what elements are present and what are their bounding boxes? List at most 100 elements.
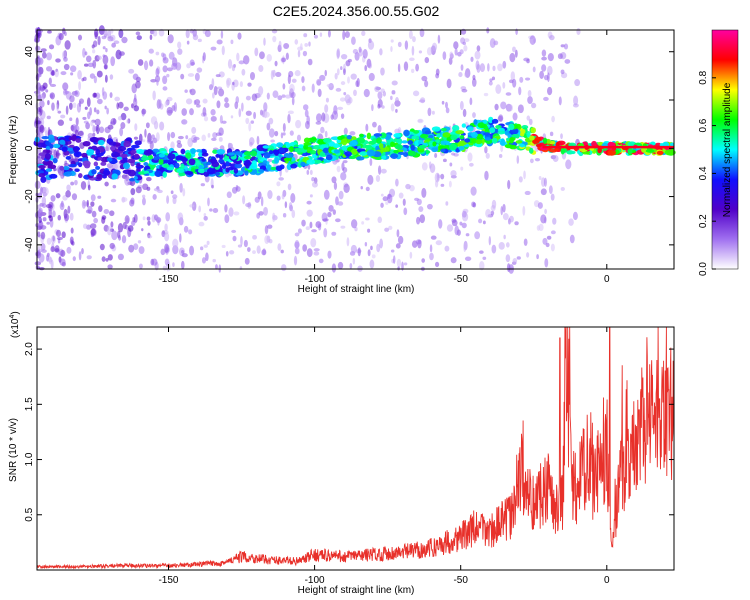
heatmap-cell [46,237,52,245]
heatmap-cell [316,78,322,86]
heatmap-cell [272,35,277,43]
heatmap-cell [669,142,675,147]
heatmap-cell [440,127,447,132]
heatmap-cell [388,225,393,230]
heatmap-cell [327,211,332,218]
heatmap-cell [272,212,276,220]
heatmap-cell [466,126,474,132]
heatmap-cell [150,116,158,125]
heatmap-cell [393,133,402,138]
heatmap-cell [56,236,63,241]
heatmap-cell [459,100,464,111]
heatmap-cell [90,194,96,202]
heatmap-cell [375,174,381,182]
heatmap-cell [519,76,524,83]
heatmap-cell [56,104,59,112]
heatmap-cell [546,235,552,240]
heatmap-cell [523,57,530,62]
heatmap-cell [476,63,481,73]
heatmap-cell [550,230,556,235]
heatmap-cell [110,56,116,67]
heatmap-cell [177,135,184,140]
heatmap-cell [90,120,94,127]
heatmap-cell [181,157,188,163]
heatmap-cell [298,144,305,149]
heatmap-cell [529,158,534,164]
heatmap-cell [159,121,165,131]
heatmap-cell [432,141,437,147]
heatmap-cell [491,118,499,124]
heatmap-cell [264,225,269,235]
heatmap-cell [411,45,415,56]
heatmap-cell [123,106,129,112]
heatmap-cell [89,73,96,79]
heatmap-cell [427,134,434,139]
heatmap-cell [183,225,189,233]
heatmap-cell [518,86,522,96]
heatmap-cell [563,43,569,50]
heatmap-cell [244,170,249,176]
heatmap-cell [164,101,168,108]
heatmap-cell [453,41,459,50]
heatmap-cell [172,245,179,255]
heatmap-cell [526,115,531,121]
heatmap-cell [230,115,234,119]
heatmap-cell [436,133,441,139]
heatmap-cell [532,139,540,144]
heatmap-cell [68,163,77,168]
heatmap-cell [139,263,143,269]
heatmap-cell [544,258,549,268]
heatmap-cell [50,195,56,202]
heatmap-cell [503,234,506,240]
heatmap-cell [36,28,44,34]
heatmap-cell [93,107,97,113]
heatmap-cell [331,231,337,236]
heatmap-cell [176,143,183,149]
heatmap-cell [242,195,246,205]
heatmap-cell [375,145,380,151]
heatmap-cell [438,219,443,229]
heatmap-cell [64,40,71,50]
heatmap-cell [135,31,141,36]
heatmap-cell [442,158,447,163]
heatmap-cell [402,198,406,206]
heatmap-cell [560,44,565,48]
heatmap-cell [308,41,311,47]
heatmap-cell [197,38,202,43]
heatmap-cell [239,81,243,88]
heatmap-cell [411,135,417,140]
heatmap-cell [127,169,136,177]
heatmap-cell [51,102,55,111]
heatmap-cell [198,221,205,227]
heatmap-cell [38,217,42,223]
heatmap-cell [261,249,267,256]
heatmap-cell [512,112,518,121]
heatmap-cell [90,223,97,229]
heatmap-cell [335,218,341,223]
heatmap-cell [172,262,175,268]
heatmap-cell [273,149,280,155]
heatmap-cell [509,215,514,223]
heatmap-cell [231,229,237,233]
heatmap-cell [489,38,496,49]
heatmap-cell [401,261,404,271]
heatmap-cell [342,30,346,41]
heatmap-cell [44,153,52,160]
heatmap-cell [207,132,211,138]
heatmap-cell [233,167,239,174]
heatmap-cell [431,42,438,52]
heatmap-cell [219,114,223,124]
heatmap-cell [364,242,368,247]
heatmap-cell [216,39,223,45]
heatmap-cell [122,162,130,170]
heatmap-cell [180,73,185,80]
heatmap-cell [136,35,142,41]
heatmap-cell [215,132,222,136]
heatmap-cell [166,166,175,171]
heatmap-cell [281,193,285,200]
heatmap-cell [70,239,74,245]
colorbar-ticks: 0.0 0.2 0.4 0.6 0.8 [698,70,716,276]
heatmap-cell [47,100,50,106]
heatmap-cell [290,193,296,203]
heatmap-cell [56,229,61,238]
